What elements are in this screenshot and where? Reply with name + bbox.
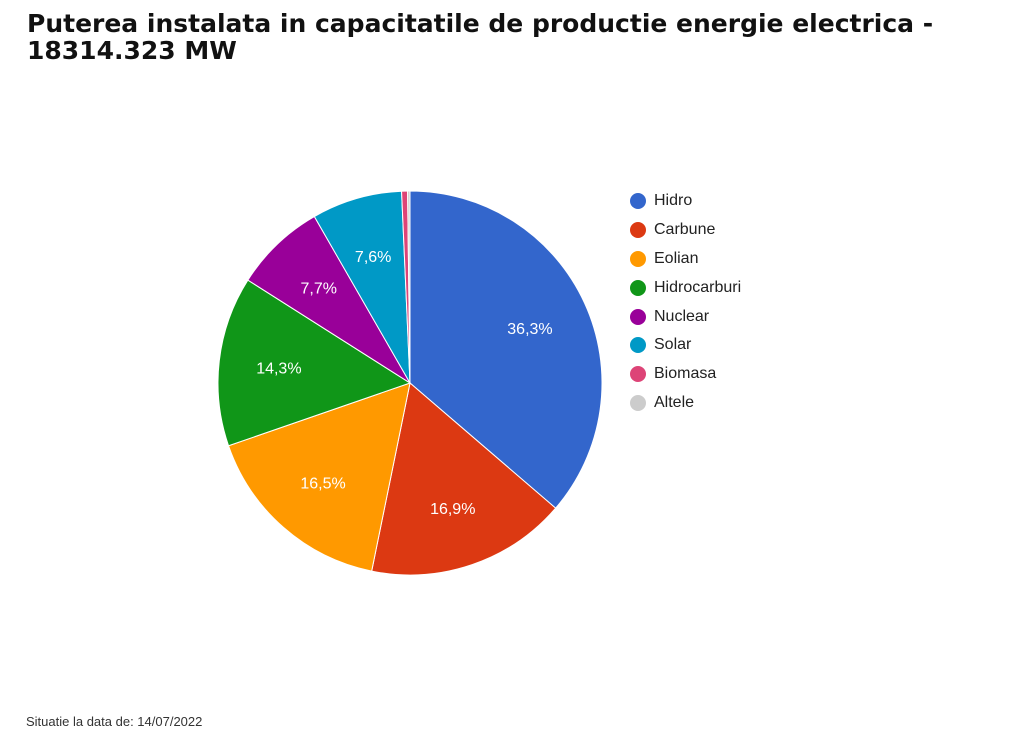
legend-label-nuclear: Nuclear: [654, 307, 710, 325]
legend-label-solar: Solar: [654, 336, 692, 354]
pie-slice-carbune[interactable]: [371, 382, 557, 576]
legend-swatch-carbune: [630, 222, 646, 239]
chart-legend: Hidro Carbune Eolian Hidrocarburi Nuclear Sol…: [630, 187, 741, 417]
legend-label-eolian: Eolian: [654, 249, 699, 267]
legend-label-carbune: Carbune: [654, 221, 716, 239]
legend-label-biomasa: Biomasa: [654, 365, 717, 383]
slice-label-carbune: 16,9%: [430, 501, 475, 518]
slice-label-nuclear: 7,7%: [301, 281, 337, 298]
date-footnote: Situatie la data de: 14/07/2022: [26, 714, 203, 729]
legend-swatch-biomasa: [630, 366, 646, 383]
pie-slice-labels: 36,3% 16,9% 16,5% 14,3% 7,7% 7,6%: [256, 249, 552, 518]
legend-swatch-hidrocarburi: [630, 279, 646, 296]
legend-swatch-hidro: [630, 193, 646, 210]
slice-label-hidrocarburi: 14,3%: [256, 361, 301, 378]
legend-item-hidrocarburi[interactable]: Hidrocarburi: [630, 273, 741, 302]
pie-slices: [217, 190, 603, 576]
slice-label-eolian: 16,5%: [300, 475, 345, 492]
legend-item-solar[interactable]: Solar: [630, 331, 741, 360]
pie-slice-altele[interactable]: [407, 190, 411, 384]
slice-label-solar: 7,6%: [355, 249, 391, 266]
legend-swatch-altele: [630, 394, 646, 411]
legend-swatch-eolian: [630, 250, 646, 267]
pie-slice-nuclear[interactable]: [247, 215, 411, 384]
pie-slice-hidrocarburi[interactable]: [217, 279, 412, 447]
chart-title: Puterea instalata in capacitatile de pro…: [27, 9, 934, 65]
slice-label-hidro: 36,3%: [507, 321, 552, 338]
legend-item-altele[interactable]: Altele: [630, 389, 741, 418]
legend-item-carbune[interactable]: Carbune: [630, 216, 741, 245]
legend-item-hidro[interactable]: Hidro: [630, 187, 741, 216]
pie-slice-eolian[interactable]: [227, 382, 411, 572]
legend-item-eolian[interactable]: Eolian: [630, 245, 741, 274]
legend-swatch-nuclear: [630, 308, 646, 325]
legend-item-nuclear[interactable]: Nuclear: [630, 302, 741, 331]
legend-label-hidrocarburi: Hidrocarburi: [654, 278, 742, 296]
legend-swatch-solar: [630, 337, 646, 354]
pie-slice-hidro[interactable]: [409, 190, 603, 509]
legend-label-altele: Altele: [654, 393, 695, 411]
legend-item-biomasa[interactable]: Biomasa: [630, 360, 741, 389]
legend-label-hidro: Hidro: [654, 192, 693, 210]
